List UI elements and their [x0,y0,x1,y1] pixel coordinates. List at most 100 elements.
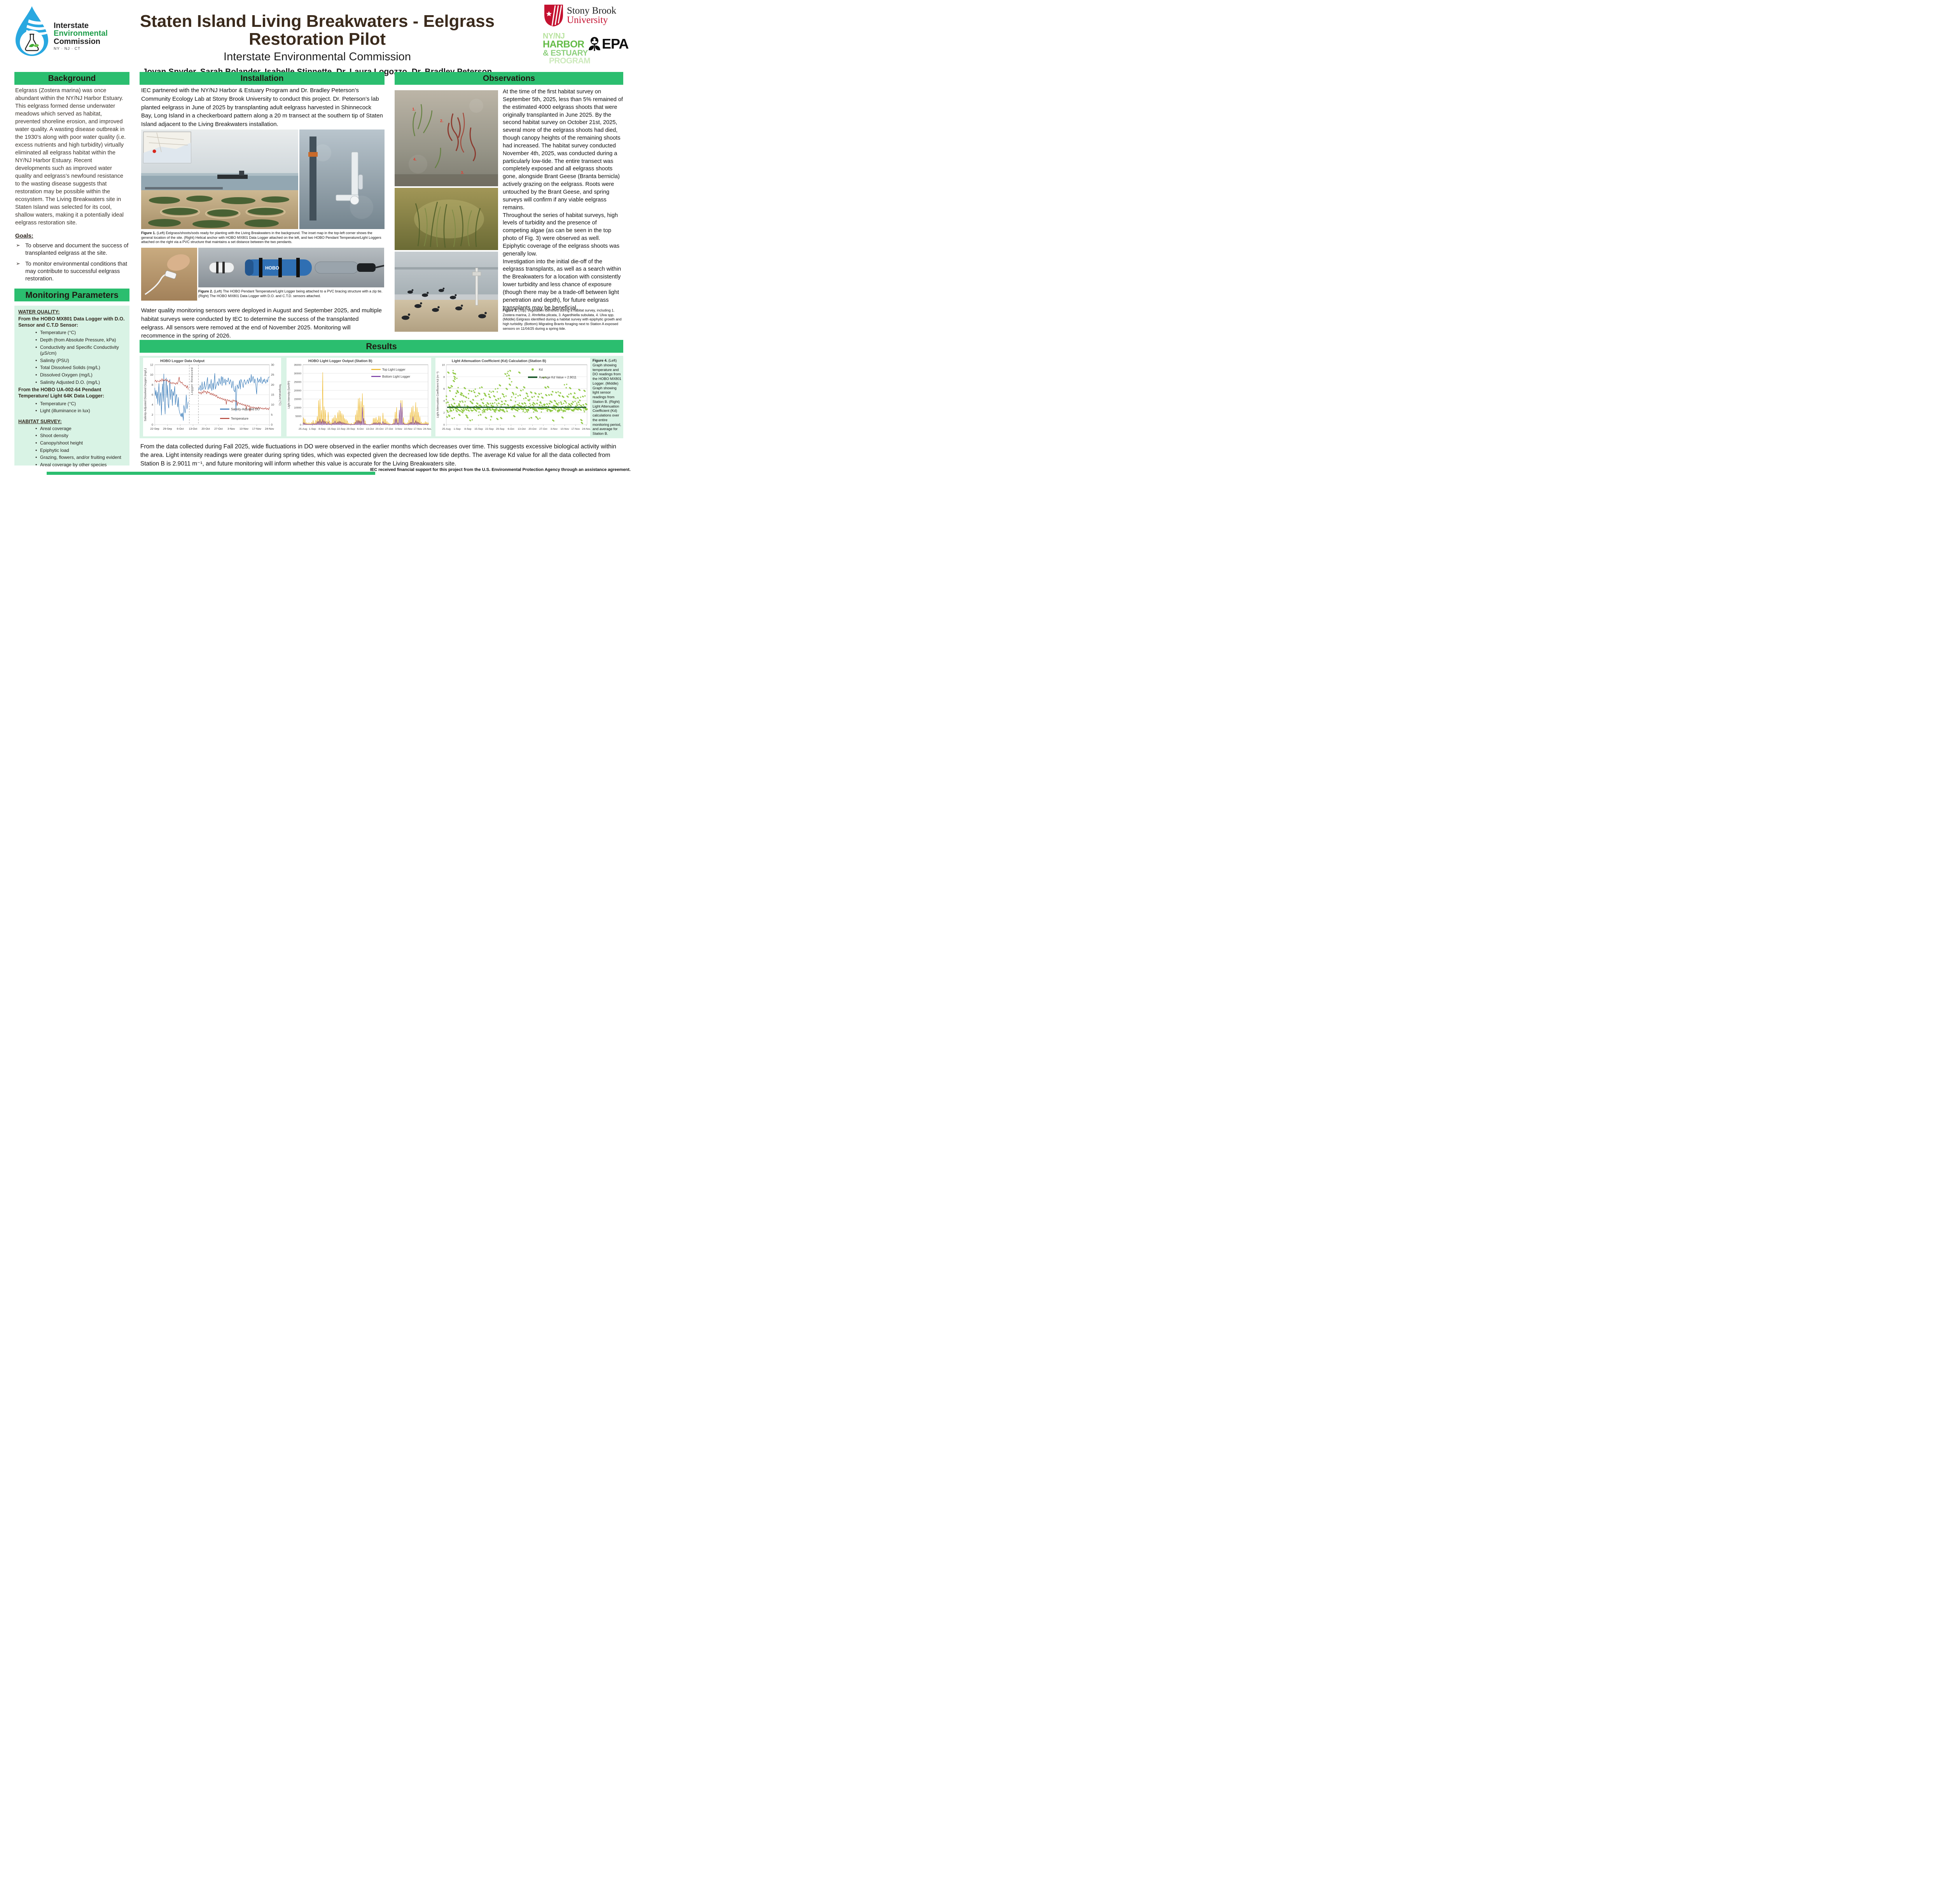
poster-subtitle: Interstate Environmental Commission [224,51,411,63]
figure2-device-label: HOBO [265,265,279,271]
svg-text:17-Nov: 17-Nov [571,428,580,430]
observations-paragraph-2: Throughout the series of habitat surveys… [503,212,620,257]
figure3-photos: 1. 2. 3. 4. [395,90,498,332]
background-body: Eelgrass (Zostera marina) was once abund… [15,87,129,286]
svg-text:6-Oct: 6-Oct [508,428,514,430]
figure3-photo-bottom [395,252,498,332]
observations-section-header: Observations [395,72,623,85]
stony-brook-logo: Stony Brook University [544,4,616,27]
iec-logo: Interstate Environmental Commission NY ·… [14,5,108,57]
figure1-photo-left [141,130,298,229]
svg-text:1-Sep: 1-Sep [454,428,461,430]
svg-text:15000: 15000 [294,398,301,401]
figure3-caption-text: (Top) Vegetation identified during a hab… [503,308,622,331]
svg-text:6: 6 [152,393,153,397]
svg-text:5000: 5000 [295,415,301,418]
mx801-item: Dissolved Oxygen (mg/L) [35,372,126,378]
svg-text:3-Nov: 3-Nov [395,428,402,430]
svg-text:27-Oct: 27-Oct [539,428,547,430]
figure1-inset-map [143,131,191,163]
svg-text:HOBO Logger Data Output: HOBO Logger Data Output [160,359,205,363]
svg-text:22-Sep: 22-Sep [485,428,494,430]
pendant-item: Temperature (°C) [35,401,126,407]
figure3-photo-top [395,90,498,186]
svg-text:22-Sep: 22-Sep [150,427,159,430]
goals-heading: Goals: [15,232,33,239]
svg-text:15-Sep: 15-Sep [474,428,483,430]
svg-text:27-Oct: 27-Oct [385,428,393,430]
svg-text:4: 4 [152,403,153,406]
figure2-caption-label: Figure 2. [198,289,213,293]
mx801-item: Salinity Adjusted D.O. (mg/L) [35,380,126,386]
figure2-photo-right: HOBO [198,248,384,287]
harbor-estuary-logo: NY/NJ HARBOR & ESTUARY PROGRAM [543,32,591,65]
svg-text:25: 25 [271,373,274,376]
svg-text:13-Oct: 13-Oct [189,427,198,430]
svg-text:4: 4 [443,400,445,402]
svg-text:0: 0 [443,424,445,427]
background-section-header: Background [14,72,129,85]
svg-text:Kd: Kd [539,368,543,371]
figure3-caption-label: Figure 3. [503,308,517,312]
poster: Interstate Environmental Commission NY ·… [0,0,635,476]
svg-text:10-Nov: 10-Nov [240,427,249,430]
iec-drop-icon [16,6,48,56]
goal-item: To observe and document the success of t… [15,242,129,257]
mx801-item: Salinity (PSU) [35,358,126,364]
svg-text:2: 2 [152,413,153,416]
hep-line4: PROGRAM [549,56,591,65]
svg-text:25-Aug: 25-Aug [299,428,307,430]
svg-text:27-Oct: 27-Oct [214,427,223,430]
svg-text:2: 2 [443,412,445,415]
habitat-item: Grazing, flowers, and/or fruiting eviden… [35,455,126,461]
svg-text:0: 0 [152,423,153,427]
svg-text:Average Kd Value = 2.9011: Average Kd Value = 2.9011 [539,376,577,379]
mx801-item: Depth (from Absolute Pressure, kPa) [35,337,126,343]
figure1-photo-right [299,130,385,229]
svg-text:20: 20 [271,383,274,387]
svg-text:6: 6 [443,388,445,390]
svg-text:17-Nov: 17-Nov [252,427,262,430]
bottom-accent-bar [47,472,375,475]
svg-text:5: 5 [271,413,273,416]
svg-text:20-Oct: 20-Oct [201,427,210,430]
svg-text:Temperature (°C): Temperature (°C) [278,384,281,405]
iec-logo-line2: Environmental [54,29,108,38]
mx801-item: Temperature (°C) [35,330,126,336]
figure2-photo-left [141,248,197,301]
svg-text:13-Oct: 13-Oct [518,428,526,430]
habitat-survey-heading: HABITAT SURVEY: [18,418,62,424]
figure3-caption: Figure 3. (Top) Vegetation identified du… [503,308,624,331]
svg-text:29-Sep: 29-Sep [163,427,172,430]
habitat-item: Areal coverage by other species [35,462,126,468]
svg-text:10: 10 [271,403,274,406]
installation-section-header: Installation [140,72,385,85]
svg-text:20-Oct: 20-Oct [528,428,537,430]
svg-text:0: 0 [300,424,301,427]
svg-text:10000: 10000 [294,407,301,410]
svg-text:29-Sep: 29-Sep [346,428,355,430]
pendant-label: From the HOBO UA-002-64 Pendant Temperat… [18,387,104,399]
svg-text:6-Oct: 6-Oct [177,427,184,430]
svg-text:24-Nov: 24-Nov [265,427,274,430]
svg-text:1-Sep: 1-Sep [309,428,316,430]
iec-logo-line1: Interstate [54,21,89,30]
svg-text:Salinity-Adjusted DO: Salinity-Adjusted DO [231,408,260,411]
figure3-marker-3: 3. [461,171,464,175]
mx801-list: Temperature (°C) Depth (from Absolute Pr… [18,330,126,385]
svg-text:25-Aug: 25-Aug [442,428,451,430]
svg-text:8-Sep: 8-Sep [318,428,325,430]
svg-text:20000: 20000 [294,390,301,392]
figure3-marker-4: 4. [413,157,417,162]
pendant-list: Temperature (°C) Light (illuminance in l… [18,401,126,414]
svg-text:10-Nov: 10-Nov [561,428,570,430]
figure4-caption-text: (Left) Graph showing temperature and DO … [593,359,622,436]
svg-text:Bottom Light Logger: Bottom Light Logger [382,375,410,378]
svg-text:Logger Removed: Logger Removed [190,367,194,395]
installation-paragraph-1: IEC partnered with the NY/NJ Harbor & Es… [141,87,383,128]
observations-paragraph-3: Investigation into the initial die-off o… [503,258,621,311]
epa-flower-icon [589,37,600,51]
habitat-item: Canopy/shoot height [35,440,126,446]
svg-text:12: 12 [150,363,153,367]
svg-text:15: 15 [271,393,274,397]
